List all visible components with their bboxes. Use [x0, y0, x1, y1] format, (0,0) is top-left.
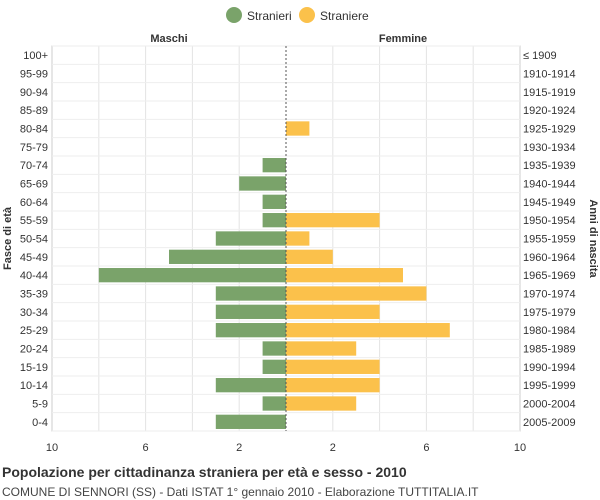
age-group-label: 15-19 [20, 362, 48, 374]
age-group-label: 100+ [23, 50, 48, 62]
bar-stranieri-70-74 [262, 158, 286, 173]
age-group-label: 30-34 [20, 307, 48, 319]
birth-year-label: 1990-1994 [523, 362, 576, 374]
age-group-label: 65-69 [20, 179, 48, 191]
bar-stranieri-15-19 [262, 359, 286, 374]
bar-stranieri-25-29 [215, 323, 286, 338]
x-tick-label: 6 [423, 442, 429, 454]
age-group-label: 20-24 [20, 344, 48, 356]
birth-year-label: 1915-1919 [523, 87, 576, 99]
age-group-label: 80-84 [20, 124, 48, 136]
bar-stranieri-0-4 [215, 414, 286, 429]
left-header-label: Maschi [150, 33, 187, 45]
y-axis-title-left: Fasce di età [2, 206, 14, 270]
x-tick-label: 10 [514, 442, 526, 454]
birth-year-label: ≤ 1909 [523, 50, 557, 62]
bar-stranieri-30-34 [215, 304, 286, 319]
birth-year-label: 1980-1984 [523, 325, 576, 337]
birth-year-label: 1925-1929 [523, 124, 576, 136]
bar-straniere-80-84 [286, 121, 310, 136]
x-tick-label: 2 [236, 442, 242, 454]
age-group-label: 35-39 [20, 289, 48, 301]
bar-stranieri-45-49 [169, 249, 286, 264]
chart-title: Popolazione per cittadinanza straniera p… [2, 464, 407, 480]
age-group-label: 10-14 [20, 380, 48, 392]
birth-year-label: 1960-1964 [523, 252, 576, 264]
bar-straniere-15-19 [286, 359, 380, 374]
x-tick-label: 6 [143, 442, 149, 454]
birth-year-label: 1970-1974 [523, 289, 576, 301]
bar-straniere-40-44 [286, 268, 403, 283]
age-group-label: 55-59 [20, 215, 48, 227]
age-group-label: 75-79 [20, 142, 48, 154]
age-group-label: 45-49 [20, 252, 48, 264]
birth-year-label: 1995-1999 [523, 380, 576, 392]
birth-year-label: 1945-1949 [523, 197, 576, 209]
legend-marker-straniere [299, 7, 315, 23]
bar-stranieri-20-24 [262, 341, 286, 356]
bar-straniere-45-49 [286, 249, 333, 264]
birth-year-label: 1965-1969 [523, 270, 576, 282]
age-group-label: 5-9 [32, 399, 48, 411]
birth-year-label: 1985-1989 [523, 344, 576, 356]
birth-year-label: 1910-1914 [523, 69, 576, 81]
legend-label-straniere: Straniere [320, 9, 369, 23]
population-pyramid-chart: 100+ 95-99 90-94 85-89 80-84 75-79 70-74 65-69 6… [2, 7, 599, 454]
age-group-label: 90-94 [20, 87, 48, 99]
age-group-label: 50-54 [20, 234, 48, 246]
age-group-label: 25-29 [20, 325, 48, 337]
birth-year-label: 1935-1939 [523, 160, 576, 172]
bar-stranieri-60-64 [262, 194, 286, 209]
age-group-label: 40-44 [20, 270, 48, 282]
bar-stranieri-5-9 [262, 396, 286, 411]
bar-straniere-50-54 [286, 231, 310, 246]
legend-marker-stranieri [226, 7, 242, 23]
bar-straniere-35-39 [286, 286, 427, 301]
birth-year-label: 1920-1924 [523, 105, 576, 117]
birth-year-label: 2005-2009 [523, 417, 576, 429]
bar-stranieri-35-39 [215, 286, 286, 301]
bar-stranieri-10-14 [215, 378, 286, 393]
bar-straniere-25-29 [286, 323, 450, 338]
bar-straniere-20-24 [286, 341, 357, 356]
birth-year-label: 2000-2004 [523, 399, 576, 411]
birth-year-label: 1930-1934 [523, 142, 576, 154]
age-group-label: 85-89 [20, 105, 48, 117]
legend-label-stranieri: Stranieri [247, 9, 292, 23]
y-axis-title-right: Anni di nascita [587, 199, 599, 278]
bar-stranieri-55-59 [262, 213, 286, 228]
age-group-label: 70-74 [20, 160, 48, 172]
age-group-label: 0-4 [32, 417, 48, 429]
birth-year-label: 1975-1979 [523, 307, 576, 319]
birth-year-label: 1955-1959 [523, 234, 576, 246]
birth-year-label: 1940-1944 [523, 179, 576, 191]
bar-stranieri-50-54 [215, 231, 286, 246]
age-group-label: 60-64 [20, 197, 48, 209]
bar-straniere-30-34 [286, 304, 380, 319]
birth-year-label: 1950-1954 [523, 215, 576, 227]
bar-straniere-10-14 [286, 378, 380, 393]
right-header-label: Femmine [379, 33, 427, 45]
bar-straniere-55-59 [286, 213, 380, 228]
age-group-label: 95-99 [20, 69, 48, 81]
x-tick-label: 2 [330, 442, 336, 454]
bar-stranieri-65-69 [239, 176, 286, 191]
chart-source: COMUNE DI SENNORI (SS) - Dati ISTAT 1° g… [2, 485, 479, 499]
bar-stranieri-40-44 [98, 268, 286, 283]
bar-straniere-5-9 [286, 396, 357, 411]
x-tick-label: 10 [46, 442, 58, 454]
